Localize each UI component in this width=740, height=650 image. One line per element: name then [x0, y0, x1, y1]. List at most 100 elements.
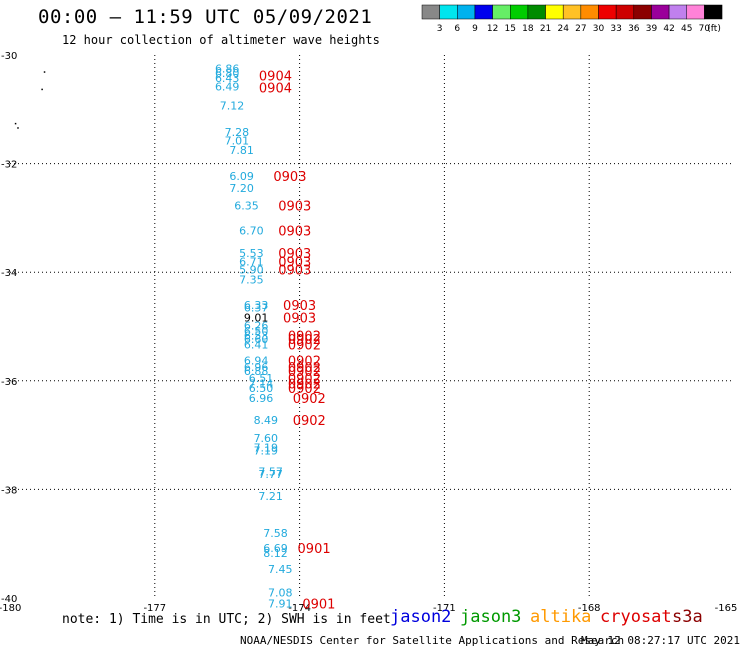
pass-date-label: 0904: [259, 82, 292, 97]
legend-jason2: jason2: [390, 607, 452, 627]
pass-date-label: 0903: [278, 263, 311, 278]
altimeter-plot: -180 -177 -174 -171 -168 -165 -30 -32 -34 -36 -38 -…: [0, 51, 737, 614]
swh-point-label: 6.94: [244, 355, 269, 368]
colorbar-label: 30: [593, 24, 605, 34]
swh-point-label: 6.41: [244, 338, 269, 351]
x-tick-label: -174: [288, 603, 311, 614]
colorbar-label: 9: [472, 24, 478, 34]
pass-date-label: 0902: [293, 414, 326, 429]
color-scale-legend: 3 6 9 12 15 18 21 24 27 30 33 36 39 42 45 70(ft): [421, 4, 723, 34]
swh-point-label: 6.70: [239, 224, 264, 237]
swh-point-label: 6.60: [244, 333, 269, 346]
swh-point-label: 8.12: [263, 547, 288, 560]
swh-point-label: 6.49: [215, 80, 240, 93]
colorbar-label: 24: [557, 24, 569, 34]
y-tick-label: -34: [1, 268, 17, 279]
pass-date-label: 0901: [302, 597, 335, 612]
land-speck: [43, 71, 46, 73]
swh-point-label: 6.26: [244, 319, 269, 332]
colorbar-swatch: [704, 4, 723, 20]
pass-date-label: 0903: [283, 311, 316, 326]
pass-date-label: 0901: [298, 542, 331, 557]
y-tick-label: -40: [1, 594, 17, 605]
swh-point-label: 9.01: [244, 311, 269, 324]
swh-point-label: 7.08: [268, 587, 293, 600]
swh-point-label: 6.33: [244, 299, 269, 312]
swh-point-label: 7.77: [258, 468, 283, 481]
swh-point-label: 6.51: [249, 372, 274, 385]
swh-point-label: 7.81: [229, 144, 254, 157]
footnote: note: 1) Time is in UTC; 2) SWH is in fe…: [62, 612, 391, 627]
colorbar-label: 18: [522, 24, 534, 34]
colorbar-label: 21: [540, 24, 551, 34]
swh-point-label: 6.96: [244, 361, 269, 374]
pass-date-label: 0902: [288, 330, 321, 345]
pass-date-label: 0902: [288, 333, 321, 348]
swh-point-label: 6.43: [215, 72, 240, 85]
swh-point-label: 7.28: [225, 126, 250, 139]
pass-date-label: 0902: [288, 378, 321, 393]
swh-point-label: 7.01: [225, 134, 250, 147]
legend-cryosat: cryosat: [600, 607, 672, 627]
swh-point-label: 6.53: [244, 330, 269, 343]
swh-point-label: 6.37: [244, 301, 269, 314]
land-speck: [17, 127, 19, 129]
colorbar-label: 36: [628, 24, 640, 34]
colorbar-label: 12: [487, 24, 498, 34]
credit-text: NOAA/NESDIS Center for Satellite Applica…: [240, 634, 625, 647]
swh-point-label: 7.14: [249, 378, 274, 391]
swh-point-label: 7.91: [268, 597, 293, 610]
swh-point-label: 7.19: [254, 444, 279, 457]
legend-altika: altika: [530, 607, 592, 627]
pass-date-label: 0904: [259, 70, 292, 85]
legend-jason3: jason3: [460, 607, 522, 627]
x-tick-label: -171: [433, 603, 456, 614]
swh-point-label: 6.86: [215, 63, 240, 76]
swh-point-label: 7.57: [258, 465, 283, 478]
colorbar-label: 42: [663, 24, 674, 34]
colorbar-label: 6: [454, 24, 460, 34]
pass-date-label: 0902: [288, 355, 321, 370]
swh-point-label: 7.12: [220, 99, 245, 112]
pass-date-label: 0903: [273, 170, 306, 185]
swh-point-label: 6.50: [249, 382, 274, 395]
swh-point-label: 6.96: [249, 392, 274, 405]
pass-date-label: 0903: [278, 255, 311, 270]
pass-date-label: 0902: [288, 361, 321, 376]
swh-point-label: 5.53: [239, 247, 264, 260]
pass-date-label: 0903: [278, 247, 311, 262]
colorbar-label: 70: [699, 24, 711, 34]
x-tick-label: -180: [0, 603, 21, 614]
legend-s3a: s3a: [672, 607, 703, 627]
colorbar-label: 27: [575, 24, 586, 34]
swh-point-label: 7.58: [263, 527, 288, 540]
swh-point-label: 6.88: [244, 365, 269, 378]
swh-point-label: 8.49: [254, 414, 279, 427]
swh-point-label: 5.90: [239, 263, 264, 276]
swh-point-label: 6.09: [229, 170, 254, 183]
y-tick-label: -38: [1, 485, 17, 496]
timestamp: May 12 08:27:17 UTC 2021: [581, 634, 740, 647]
pass-date-label: 0903: [283, 299, 316, 314]
swh-point-label: 7.45: [268, 563, 293, 576]
y-tick-label: -30: [1, 51, 17, 62]
chart-subtitle: 12 hour collection of altimeter wave hei…: [62, 33, 380, 47]
swh-point-label: 7.21: [258, 490, 283, 503]
swh-point-label: 7.35: [239, 273, 264, 286]
x-tick-label: -177: [143, 603, 166, 614]
chart-title: 00:00 – 11:59 UTC 05/09/2021: [38, 6, 373, 28]
swh-point-label: 7.20: [229, 182, 254, 195]
land-speck: [14, 122, 17, 125]
colorbar-label: 45: [681, 24, 692, 34]
pass-date-label: 0903: [278, 199, 311, 214]
swh-point-label: 6.50: [244, 325, 269, 338]
swh-point-label: 7.19: [254, 442, 279, 455]
colorbar-label: 3: [437, 24, 443, 34]
swh-point-label: 7.60: [254, 432, 279, 445]
colorbar-label: (ft): [707, 24, 721, 34]
pass-date-label: 0902: [288, 372, 321, 387]
land-speck: [41, 88, 43, 91]
swh-point-label: 6.71: [239, 255, 264, 268]
swh-point-label: 6.80: [215, 67, 240, 80]
pass-date-label: 0902: [293, 392, 326, 407]
